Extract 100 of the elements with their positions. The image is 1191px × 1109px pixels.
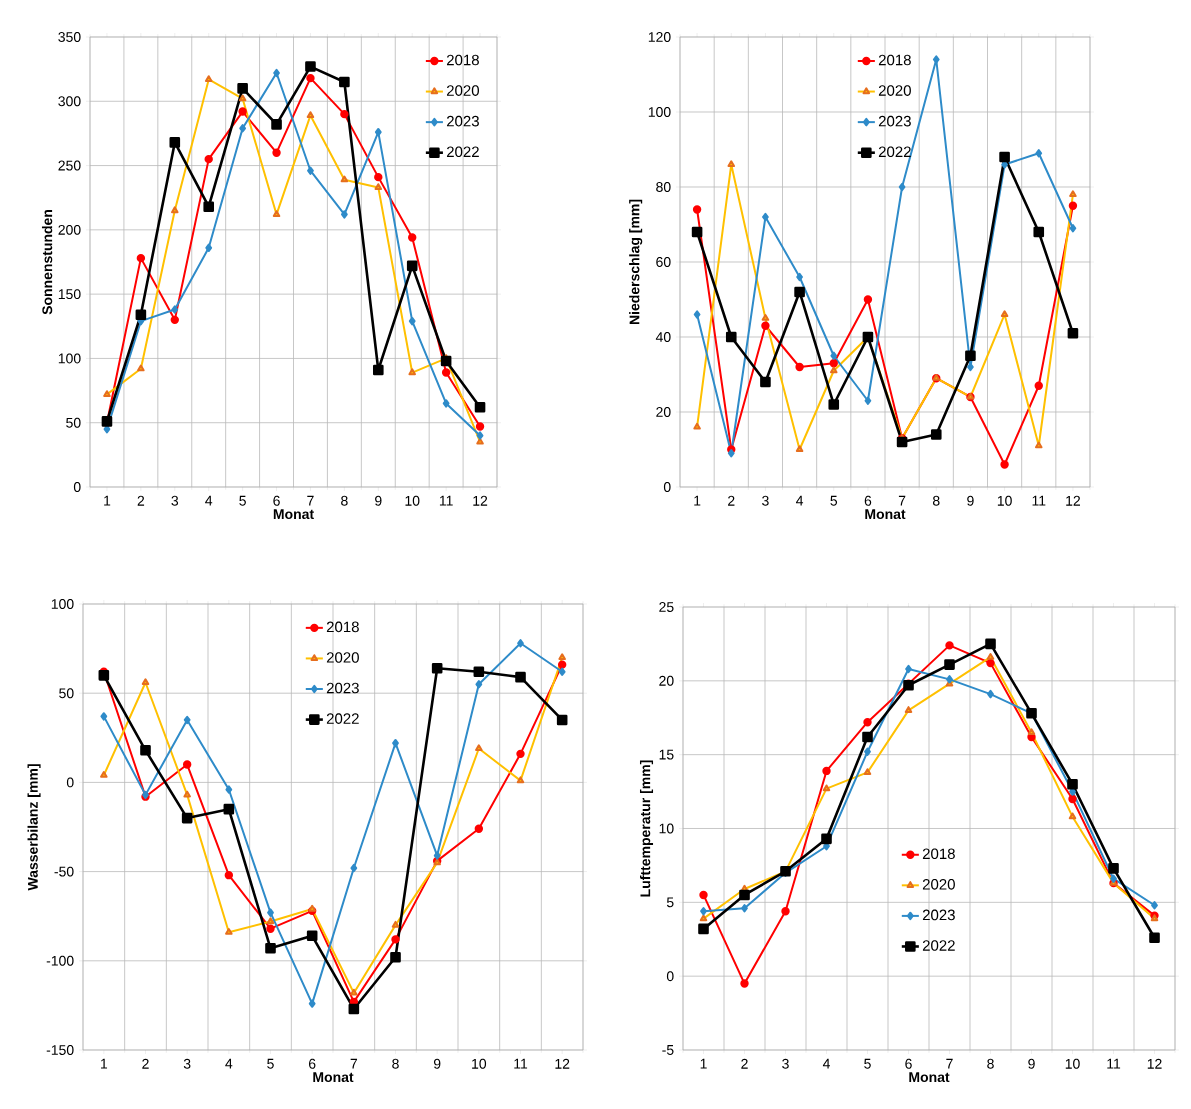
x-tick-label: 11 bbox=[1032, 495, 1046, 506]
legend-label: 2022 bbox=[326, 713, 359, 724]
x-tick-label: 3 bbox=[171, 495, 179, 506]
legend-label: 2022 bbox=[922, 940, 955, 951]
x-tick-label: 9 bbox=[433, 1058, 441, 1069]
y-tick-label: 350 bbox=[58, 32, 81, 42]
y-axis-title: Sonnenstunden bbox=[41, 209, 53, 315]
legend-label: 2020 bbox=[326, 652, 359, 663]
x-tick-label: 4 bbox=[822, 1058, 830, 1069]
legend-label: 2018 bbox=[326, 621, 359, 633]
x-tick-label: 10 bbox=[472, 1058, 487, 1069]
y-tick-label: 0 bbox=[666, 971, 674, 982]
y-tick-label: -50 bbox=[54, 866, 74, 877]
x-tick-label: 7 bbox=[946, 1058, 953, 1069]
x-tick-label: 9 bbox=[1028, 1058, 1035, 1069]
y-tick-label: 60 bbox=[656, 257, 671, 267]
x-tick-label: 8 bbox=[392, 1058, 399, 1069]
y-tick-label: 120 bbox=[648, 32, 671, 42]
y-tick-label: 150 bbox=[58, 289, 81, 300]
legend-label: 2020 bbox=[878, 85, 911, 96]
x-tick-label: 5 bbox=[239, 495, 246, 506]
legend-label: 2022 bbox=[878, 146, 911, 158]
x-tick-label: 10 bbox=[1065, 1058, 1080, 1069]
y-axis-title: Niederschlag [mm] bbox=[629, 199, 643, 325]
legend-label: 2018 bbox=[922, 848, 955, 860]
y-tick-label: 200 bbox=[58, 224, 81, 235]
x-tick-label: 6 bbox=[864, 495, 872, 506]
y-axis-title: Wasserbilanz [mm] bbox=[27, 764, 41, 891]
legend-label: 2022 bbox=[446, 146, 479, 158]
y-tick-label: 300 bbox=[58, 96, 81, 107]
x-tick-label: 1 bbox=[101, 1058, 108, 1069]
x-tick-label: 3 bbox=[183, 1058, 191, 1069]
y-tick-label: -100 bbox=[46, 955, 74, 966]
x-tick-label: 10 bbox=[405, 495, 420, 506]
y-tick-label: 15 bbox=[659, 749, 674, 760]
y-tick-label: 25 bbox=[659, 602, 674, 612]
y-tick-label: 50 bbox=[66, 417, 81, 428]
x-tick-label: 12 bbox=[555, 1058, 570, 1069]
x-tick-label: 4 bbox=[225, 1058, 233, 1069]
y-tick-label: 20 bbox=[656, 407, 671, 417]
x-tick-label: 9 bbox=[375, 495, 382, 506]
x-tick-label: 4 bbox=[205, 495, 213, 506]
x-tick-label: 6 bbox=[273, 495, 280, 506]
x-tick-label: 5 bbox=[830, 495, 838, 506]
y-tick-label: 80 bbox=[656, 182, 671, 192]
x-tick-label: 6 bbox=[905, 1058, 912, 1069]
x-tick-label: 5 bbox=[267, 1058, 274, 1069]
x-tick-label: 5 bbox=[864, 1058, 871, 1069]
legend-label: 2020 bbox=[922, 879, 955, 890]
legend-label: 2018 bbox=[446, 54, 479, 66]
legend-label: 2020 bbox=[446, 85, 479, 96]
y-tick-label: 250 bbox=[58, 160, 81, 171]
y-axis-title: Lufttemperatur [mm] bbox=[639, 760, 654, 897]
y-tick-label: 40 bbox=[655, 332, 671, 342]
x-tick-label: 3 bbox=[782, 1058, 789, 1069]
x-tick-label: 12 bbox=[473, 495, 488, 506]
y-tick-label: 50 bbox=[59, 688, 74, 699]
x-tick-label: 4 bbox=[796, 495, 804, 506]
y-tick-label: 0 bbox=[663, 482, 671, 492]
y-tick-label: 100 bbox=[58, 353, 81, 364]
x-tick-label: 1 bbox=[694, 495, 701, 506]
y-tick-label: 20 bbox=[659, 675, 674, 686]
x-tick-label: 10 bbox=[997, 495, 1012, 506]
x-tick-label: 11 bbox=[514, 1058, 528, 1069]
x-tick-label: 1 bbox=[104, 495, 111, 506]
x-tick-label: 7 bbox=[350, 1058, 358, 1069]
legend-label: 2023 bbox=[446, 115, 479, 127]
y-tick-label: 10 bbox=[659, 823, 674, 834]
x-axis-title: Monat bbox=[909, 1072, 950, 1083]
legend-label: 2018 bbox=[878, 54, 911, 66]
x-tick-label: 2 bbox=[741, 1058, 748, 1069]
x-tick-label: 2 bbox=[728, 495, 735, 506]
x-tick-label: 8 bbox=[932, 495, 940, 506]
legend-label: 2023 bbox=[326, 682, 359, 694]
x-tick-label: 6 bbox=[308, 1058, 316, 1069]
x-tick-label: 2 bbox=[142, 1058, 149, 1069]
x-tick-label: 8 bbox=[987, 1058, 994, 1069]
x-tick-label: 11 bbox=[1107, 1058, 1121, 1069]
x-tick-label: 2 bbox=[137, 495, 145, 506]
y-tick-label: 0 bbox=[73, 482, 81, 492]
x-axis-title: Monat bbox=[865, 509, 906, 520]
y-tick-label: 0 bbox=[66, 777, 74, 788]
x-tick-label: 12 bbox=[1147, 1058, 1162, 1069]
y-tick-label: -5 bbox=[662, 1045, 674, 1055]
x-tick-label: 3 bbox=[762, 495, 769, 506]
x-tick-label: 1 bbox=[700, 1058, 707, 1069]
x-axis-title: Monat bbox=[273, 509, 314, 520]
y-tick-label: 5 bbox=[666, 897, 674, 908]
x-tick-label: 7 bbox=[898, 495, 906, 506]
x-tick-label: 11 bbox=[439, 495, 453, 506]
x-tick-label: 9 bbox=[967, 495, 974, 506]
y-tick-label: 100 bbox=[648, 107, 671, 117]
x-tick-label: 8 bbox=[341, 495, 348, 506]
y-tick-label: 100 bbox=[51, 599, 74, 609]
y-tick-label: -150 bbox=[46, 1045, 74, 1055]
x-tick-label: 12 bbox=[1066, 495, 1081, 506]
x-axis-title: Monat bbox=[313, 1072, 354, 1083]
legend-label: 2023 bbox=[878, 115, 911, 127]
x-tick-label: 7 bbox=[307, 495, 314, 506]
legend-label: 2023 bbox=[922, 909, 955, 921]
